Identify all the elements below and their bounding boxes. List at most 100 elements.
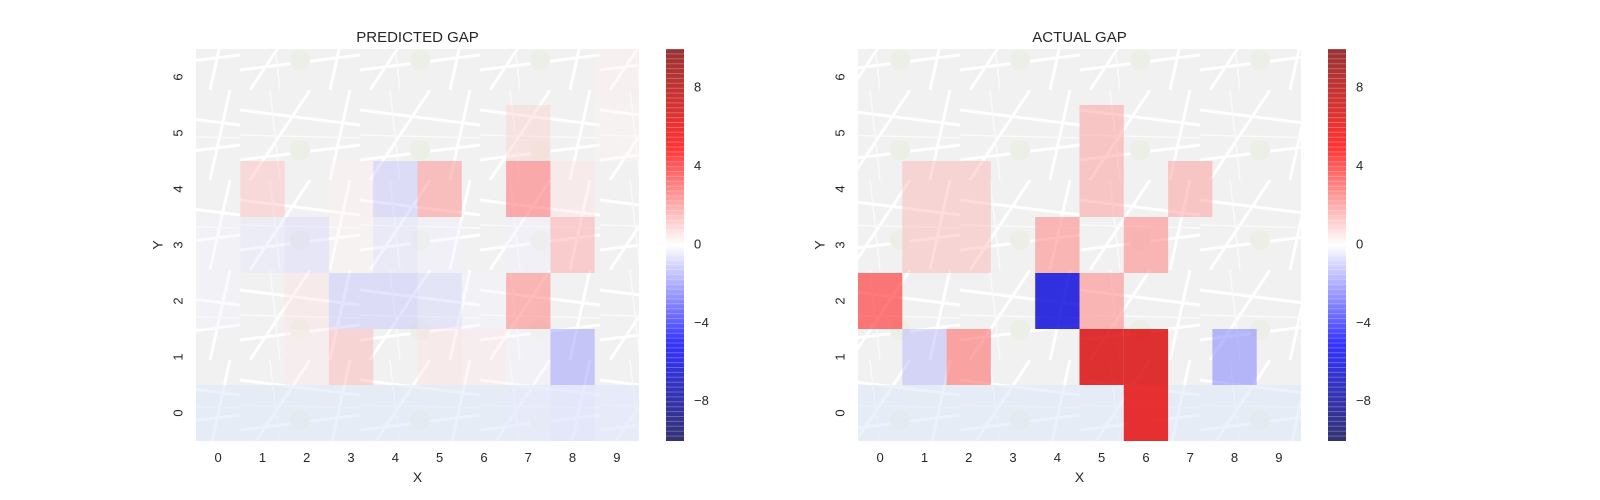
- chart-0-y-tick-3: 3: [170, 241, 185, 248]
- chart-1-x-tick-1: 1: [921, 450, 928, 465]
- chart-0-cell-x7-y1: [506, 329, 551, 385]
- chart-0-cell-x4-y3: [373, 217, 418, 273]
- chart-1-cell-x6-y0: [1123, 385, 1169, 441]
- chart-1-cell-x5-y4: [1079, 161, 1124, 217]
- chart-1-x-tick-9: 9: [1275, 450, 1282, 465]
- chart-0-cell-x4-y4: [373, 161, 418, 217]
- chart-0-cell-x5-y4: [417, 161, 462, 217]
- chart-0-colorbar-tick-8: 8: [694, 80, 701, 95]
- chart-0-x-tick-1: 1: [259, 450, 266, 465]
- predicted-gap-chart: PREDICTED GAP 0 1 2 3 4 5 6 7 8 9 0 1 2 3 4 5 6 X Y 8 4 0 −4 −8: [150, 29, 709, 485]
- chart-1-cell-x1-y3: [902, 217, 947, 273]
- chart-1-y-tick-3: 3: [832, 241, 847, 248]
- chart-0-cell-x8-y1: [550, 329, 595, 385]
- chart-0-y-tick-0: 0: [170, 409, 185, 416]
- chart-0-x-tick-6: 6: [480, 450, 487, 465]
- chart-1-x-axis-label: X: [1075, 469, 1085, 485]
- chart-1-title: ACTUAL GAP: [1032, 29, 1126, 46]
- chart-0-cell-x0-y3: [196, 217, 241, 273]
- chart-0-cell-x9-y6: [594, 49, 639, 105]
- chart-0-cell-x4-y2: [373, 273, 418, 329]
- chart-0-colorbar-tick--4: −4: [694, 315, 709, 330]
- chart-0-cell-x7-y4: [506, 161, 551, 217]
- chart-0-colorbar: [666, 49, 684, 441]
- chart-0-cell-x1-y3: [240, 217, 285, 273]
- chart-0-cell-x3-y2: [328, 273, 374, 329]
- chart-0-cell-x6-y1: [461, 329, 507, 385]
- chart-1-colorbar-tick-0: 0: [1356, 236, 1363, 251]
- chart-1-cell-x4-y2: [1035, 273, 1080, 329]
- chart-0-cell-x7-y3: [506, 217, 551, 273]
- chart-0-cell-x8-y3: [550, 217, 595, 273]
- chart-1-cell-x5-y1: [1079, 329, 1124, 385]
- chart-0-cell-x8-y0: [550, 385, 595, 441]
- chart-1-colorbar-tick--4: −4: [1356, 315, 1371, 330]
- chart-0-cell-x0-y2: [196, 273, 241, 329]
- chart-0-cell-x2-y3: [284, 217, 329, 273]
- chart-0-cell-x6-y2: [461, 273, 507, 329]
- chart-1-colorbar: [1328, 49, 1346, 441]
- chart-0-y-axis-label: Y: [150, 240, 166, 250]
- chart-0-cell-x2-y2: [284, 273, 329, 329]
- chart-0-cell-x3-y3: [328, 217, 374, 273]
- chart-1-y-tick-5: 5: [832, 129, 847, 136]
- chart-0-cell-x8-y4: [550, 161, 595, 217]
- chart-0-x-tick-7: 7: [525, 450, 532, 465]
- chart-0-y-tick-5: 5: [170, 129, 185, 136]
- chart-1-cell-x5-y5: [1079, 105, 1124, 161]
- chart-1-y-tick-0: 0: [832, 409, 847, 416]
- chart-0-colorbar-tick-0: 0: [694, 236, 701, 251]
- chart-0-cell-x2-y1: [284, 329, 329, 385]
- chart-0-x-tick-8: 8: [569, 450, 576, 465]
- chart-0-x-tick-4: 4: [392, 450, 399, 465]
- chart-0-colorbar-tick-4: 4: [694, 158, 701, 173]
- chart-1-x-tick-4: 4: [1054, 450, 1061, 465]
- chart-1-cell-x0-y2: [858, 273, 903, 329]
- chart-0-cell-x3-y4: [328, 161, 374, 217]
- chart-0-cell-x9-y0: [594, 385, 639, 441]
- chart-1-cell-x2-y3: [946, 217, 991, 273]
- chart-1-colorbar-tick--8: −8: [1356, 393, 1371, 408]
- chart-0-cell-x3-y1: [328, 329, 374, 385]
- chart-1-y-tick-1: 1: [832, 353, 847, 360]
- chart-1-x-tick-2: 2: [965, 450, 972, 465]
- chart-0-x-tick-5: 5: [436, 450, 443, 465]
- chart-1-x-tick-3: 3: [1009, 450, 1016, 465]
- chart-1-cell-x2-y1: [946, 329, 991, 385]
- chart-0-cell-x7-y2: [506, 273, 551, 329]
- chart-0-y-tick-1: 1: [170, 353, 185, 360]
- chart-1-cell-x5-y2: [1079, 273, 1124, 329]
- chart-0-x-tick-2: 2: [303, 450, 310, 465]
- chart-0-x-tick-9: 9: [613, 450, 620, 465]
- chart-0-title: PREDICTED GAP: [356, 29, 479, 46]
- chart-1-cell-x1-y1: [902, 329, 947, 385]
- chart-0-cell-x9-y5: [594, 105, 639, 161]
- chart-1-x-tick-7: 7: [1187, 450, 1194, 465]
- chart-1-colorbar-tick-8: 8: [1356, 80, 1363, 95]
- chart-0-cell-x5-y1: [417, 329, 462, 385]
- chart-0-x-axis-label: X: [413, 469, 423, 485]
- chart-0-y-tick-4: 4: [170, 185, 185, 192]
- chart-1-cell-x4-y3: [1035, 217, 1080, 273]
- chart-0-cell-x5-y2: [417, 273, 462, 329]
- chart-1-river-area: [858, 385, 1301, 441]
- chart-1-y-axis-label: Y: [812, 240, 828, 250]
- chart-0-x-tick-0: 0: [215, 450, 222, 465]
- chart-0-cell-x7-y5: [506, 105, 551, 161]
- chart-1-cell-x6-y1: [1123, 329, 1169, 385]
- chart-0-cell-x7-y0: [506, 385, 551, 441]
- chart-1-x-tick-6: 6: [1142, 450, 1149, 465]
- chart-1-colorbar-tick-4: 4: [1356, 158, 1363, 173]
- chart-1-cell-x6-y3: [1123, 217, 1169, 273]
- chart-1-x-tick-8: 8: [1231, 450, 1238, 465]
- chart-1-cell-x2-y4: [946, 161, 991, 217]
- chart-1-y-tick-2: 2: [832, 297, 847, 304]
- chart-0-colorbar-tick--8: −8: [694, 393, 709, 408]
- chart-1-x-tick-5: 5: [1098, 450, 1105, 465]
- chart-0-cell-x5-y3: [417, 217, 462, 273]
- chart-0-cell-x1-y4: [240, 161, 285, 217]
- chart-0-river-area: [196, 385, 639, 441]
- chart-1-y-tick-6: 6: [832, 73, 847, 80]
- chart-0-x-tick-3: 3: [347, 450, 354, 465]
